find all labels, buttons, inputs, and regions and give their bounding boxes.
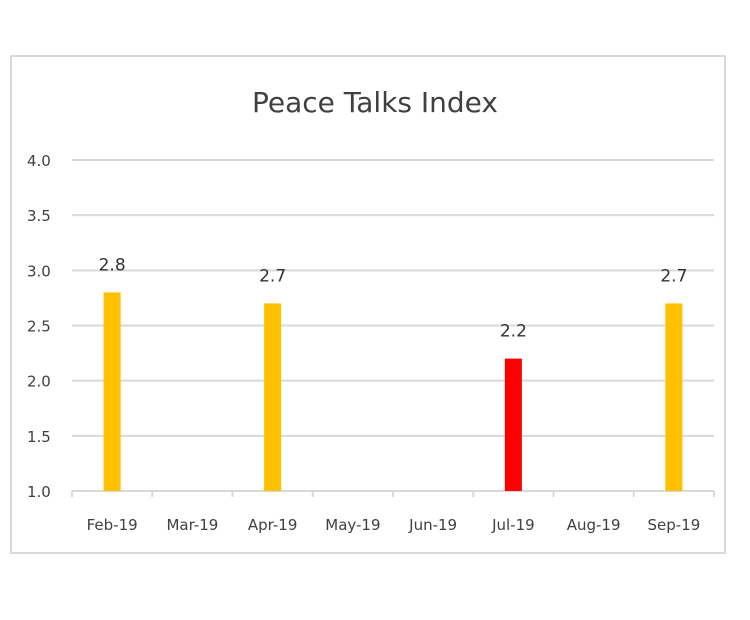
- x-tick-label: Jul-19: [491, 516, 535, 534]
- bar: [103, 292, 121, 491]
- x-axis: Feb-19 Mar-19 Apr-19 May-19 Jun-19 Jul-19 Aug-…: [71, 490, 715, 534]
- data-label: 2.7: [660, 266, 687, 286]
- data-label: 2.7: [259, 266, 286, 286]
- data-label: 2.8: [99, 255, 126, 275]
- y-tick-label: 4.0: [27, 152, 51, 170]
- x-tick-label: Sep-19: [647, 516, 700, 534]
- x-tick-label: Mar-19: [166, 516, 218, 534]
- bars: [103, 292, 683, 491]
- x-tick-label: Feb-19: [87, 516, 138, 534]
- chart-frame: [10, 55, 726, 554]
- y-tick-label: 2.5: [27, 318, 51, 336]
- bar: [504, 358, 522, 491]
- bar: [665, 303, 683, 491]
- x-tick-label: May-19: [325, 516, 380, 534]
- y-tick-label: 3.0: [27, 262, 51, 280]
- x-tick-label: Jun-19: [408, 516, 457, 534]
- x-tick-label: Apr-19: [248, 516, 298, 534]
- y-tick-label: 1.0: [27, 483, 51, 501]
- data-labels: 2.8 2.7 2.2 2.7: [99, 255, 688, 341]
- y-axis-ticks: 1.0 1.5 2.0 2.5 3.0 3.5 4.0: [27, 152, 51, 501]
- gridlines: [72, 159, 714, 437]
- data-label: 2.2: [500, 322, 527, 342]
- bar: [264, 303, 282, 491]
- chart-title: Peace Talks Index: [252, 86, 498, 119]
- y-tick-label: 2.0: [27, 373, 51, 391]
- x-tick-label: Aug-19: [567, 516, 621, 534]
- y-tick-label: 3.5: [27, 207, 51, 225]
- y-tick-label: 1.5: [27, 428, 51, 446]
